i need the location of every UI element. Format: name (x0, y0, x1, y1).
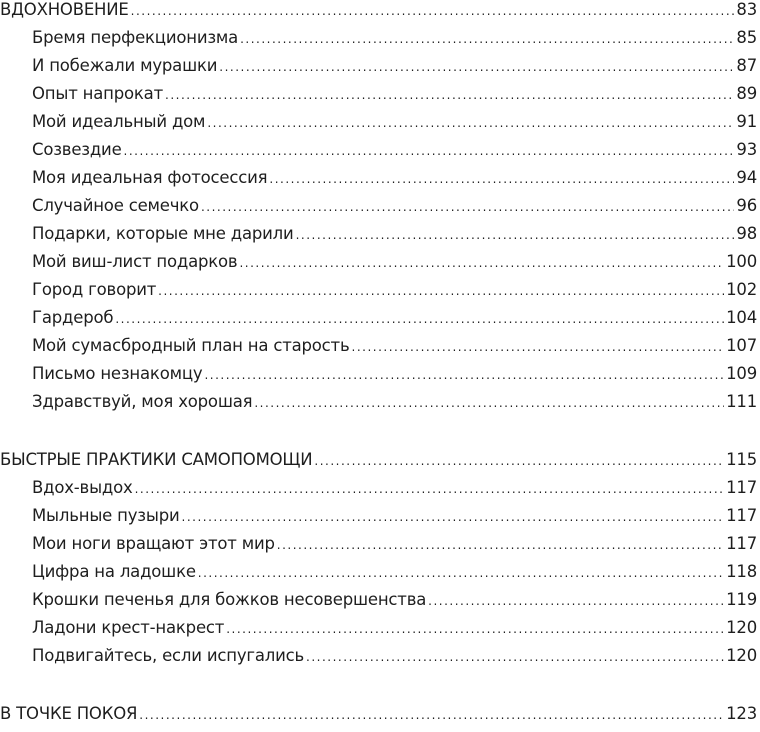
page-number: 118 (726, 562, 757, 581)
entry-title: Здравствуй, моя хорошая (32, 392, 253, 411)
toc-entry: Опыт напрокат 89 (32, 84, 757, 112)
dot-leader (131, 4, 735, 18)
toc-entry: Бремя перфекционизма 85 (32, 28, 757, 56)
page-number: 100 (726, 252, 757, 271)
page-number: 91 (736, 112, 757, 131)
section-heading: БЫСТРЫЕ ПРАКТИКИ САМОПОМОЩИ 115 (0, 450, 757, 478)
dot-leader (219, 60, 734, 74)
dot-leader (352, 340, 725, 354)
entry-title: Мыльные пузыри (32, 506, 180, 525)
dot-leader (204, 368, 724, 382)
entry-title: Случайное семечко (32, 196, 199, 215)
dot-leader (240, 32, 734, 46)
toc-entry: Случайное семечко 96 (32, 196, 757, 224)
dot-leader (306, 650, 724, 664)
dot-leader (135, 482, 725, 496)
entry-title: И побежали мурашки (32, 56, 218, 75)
toc-entry: Цифра на ладошке 118 (32, 562, 757, 590)
section-heading: В ТОЧКЕ ПОКОЯ 123 (0, 704, 757, 732)
page-number: 115 (726, 450, 757, 469)
entry-title: Бремя перфекционизма (32, 28, 239, 47)
dot-leader (277, 538, 724, 552)
page-number: 109 (726, 364, 757, 383)
page-number: 89 (736, 84, 757, 103)
page-number: 117 (726, 506, 757, 525)
entry-title: Ладони крест-накрест (32, 618, 225, 637)
dot-leader (296, 228, 735, 242)
entry-title: Город говорит (32, 280, 157, 299)
entry-title: В ТОЧКЕ ПОКОЯ (0, 704, 138, 723)
toc-entry: Крошки печенья для божков несовершенства… (32, 590, 757, 618)
page-number: 102 (726, 280, 757, 299)
page-number: 94 (736, 168, 757, 187)
page-number: 123 (726, 704, 757, 723)
page-number: 117 (726, 534, 757, 553)
dot-leader (124, 144, 735, 158)
dot-leader (182, 510, 725, 524)
dot-leader (226, 622, 724, 636)
dot-leader (198, 566, 724, 580)
toc-entry: Здравствуй, моя хорошая 111 (32, 392, 757, 420)
toc-entry: Мой идеальный дом 91 (32, 112, 757, 140)
entry-title: ВДОХНОВЕНИЕ (0, 0, 129, 19)
page-number: 93 (736, 140, 757, 159)
dot-leader (207, 116, 734, 130)
dot-leader (201, 200, 734, 214)
toc-entry: И побежали мурашки 87 (32, 56, 757, 84)
toc-entry: Моя идеальная фотосессия 94 (32, 168, 757, 196)
toc-entry: Письмо незнакомцу 109 (32, 364, 757, 392)
page-number: 120 (726, 646, 757, 665)
toc-entry: Мыльные пузыри 117 (32, 506, 757, 534)
entry-title: Подарки, которые мне дарили (32, 224, 294, 243)
entry-title: Письмо незнакомцу (32, 364, 203, 383)
page-number: 96 (736, 196, 757, 215)
page-number: 107 (726, 336, 757, 355)
toc-entry: Вдох-выдох 117 (32, 478, 757, 506)
entry-title: Подвигайтесь, если испугались (32, 646, 305, 665)
dot-leader (239, 256, 724, 270)
page-number: 120 (726, 618, 757, 637)
entry-title: Мои ноги вращают этот мир (32, 534, 275, 553)
entry-title: БЫСТРЫЕ ПРАКТИКИ САМОПОМОЩИ (0, 450, 313, 469)
toc-entry: Созвездие 93 (32, 140, 757, 168)
toc-entry: Мой сумасбродный план на старость 107 (32, 336, 757, 364)
entry-title: Мой виш-лист подарков (32, 252, 238, 271)
dot-leader (165, 88, 734, 102)
dot-leader (314, 454, 724, 468)
page-number: 111 (726, 392, 757, 411)
page-number: 98 (736, 224, 757, 243)
dot-leader (115, 312, 724, 326)
toc-entry: Город говорит 102 (32, 280, 757, 308)
page-number: 119 (726, 590, 757, 609)
entry-title: Моя идеальная фотосессия (32, 168, 268, 187)
dot-leader (158, 284, 724, 298)
page-number: 85 (736, 28, 757, 47)
page-number: 83 (736, 0, 757, 19)
entry-title: Крошки печенья для божков несовершенства (32, 590, 427, 609)
entry-title: Опыт напрокат (32, 84, 164, 103)
dot-leader (139, 708, 724, 722)
toc-entry: Ладони крест-накрест 120 (32, 618, 757, 646)
section-heading: ВДОХНОВЕНИЕ 83 (0, 0, 757, 28)
page-number: 104 (726, 308, 757, 327)
toc-entry: Подарки, которые мне дарили 98 (32, 224, 757, 252)
dot-leader (269, 172, 734, 186)
entry-title: Созвездие (32, 140, 122, 159)
entry-title: Мой идеальный дом (32, 112, 206, 131)
dot-leader (428, 594, 724, 608)
entry-title: Вдох-выдох (32, 478, 133, 497)
page-number: 117 (726, 478, 757, 497)
toc-entry: Мой виш-лист подарков 100 (32, 252, 757, 280)
toc-entry: Мои ноги вращают этот мир 117 (32, 534, 757, 562)
toc-entry: Подвигайтесь, если испугались 120 (32, 646, 757, 674)
page-number: 87 (736, 56, 757, 75)
dot-leader (254, 396, 724, 410)
entry-title: Мой сумасбродный план на старость (32, 336, 350, 355)
entry-title: Цифра на ладошке (32, 562, 196, 581)
entry-title: Гардероб (32, 308, 114, 327)
toc-entry: Гардероб 104 (32, 308, 757, 336)
